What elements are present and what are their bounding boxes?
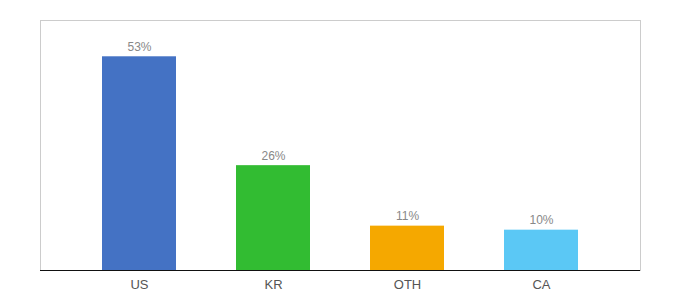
- svg-text:CA: CA: [532, 277, 550, 292]
- svg-text:10%: 10%: [529, 213, 553, 227]
- svg-text:26%: 26%: [261, 149, 285, 163]
- svg-text:KR: KR: [264, 277, 282, 292]
- svg-text:53%: 53%: [127, 40, 151, 54]
- svg-text:OTH: OTH: [394, 277, 421, 292]
- svg-text:11%: 11%: [396, 209, 419, 223]
- svg-text:US: US: [130, 277, 148, 292]
